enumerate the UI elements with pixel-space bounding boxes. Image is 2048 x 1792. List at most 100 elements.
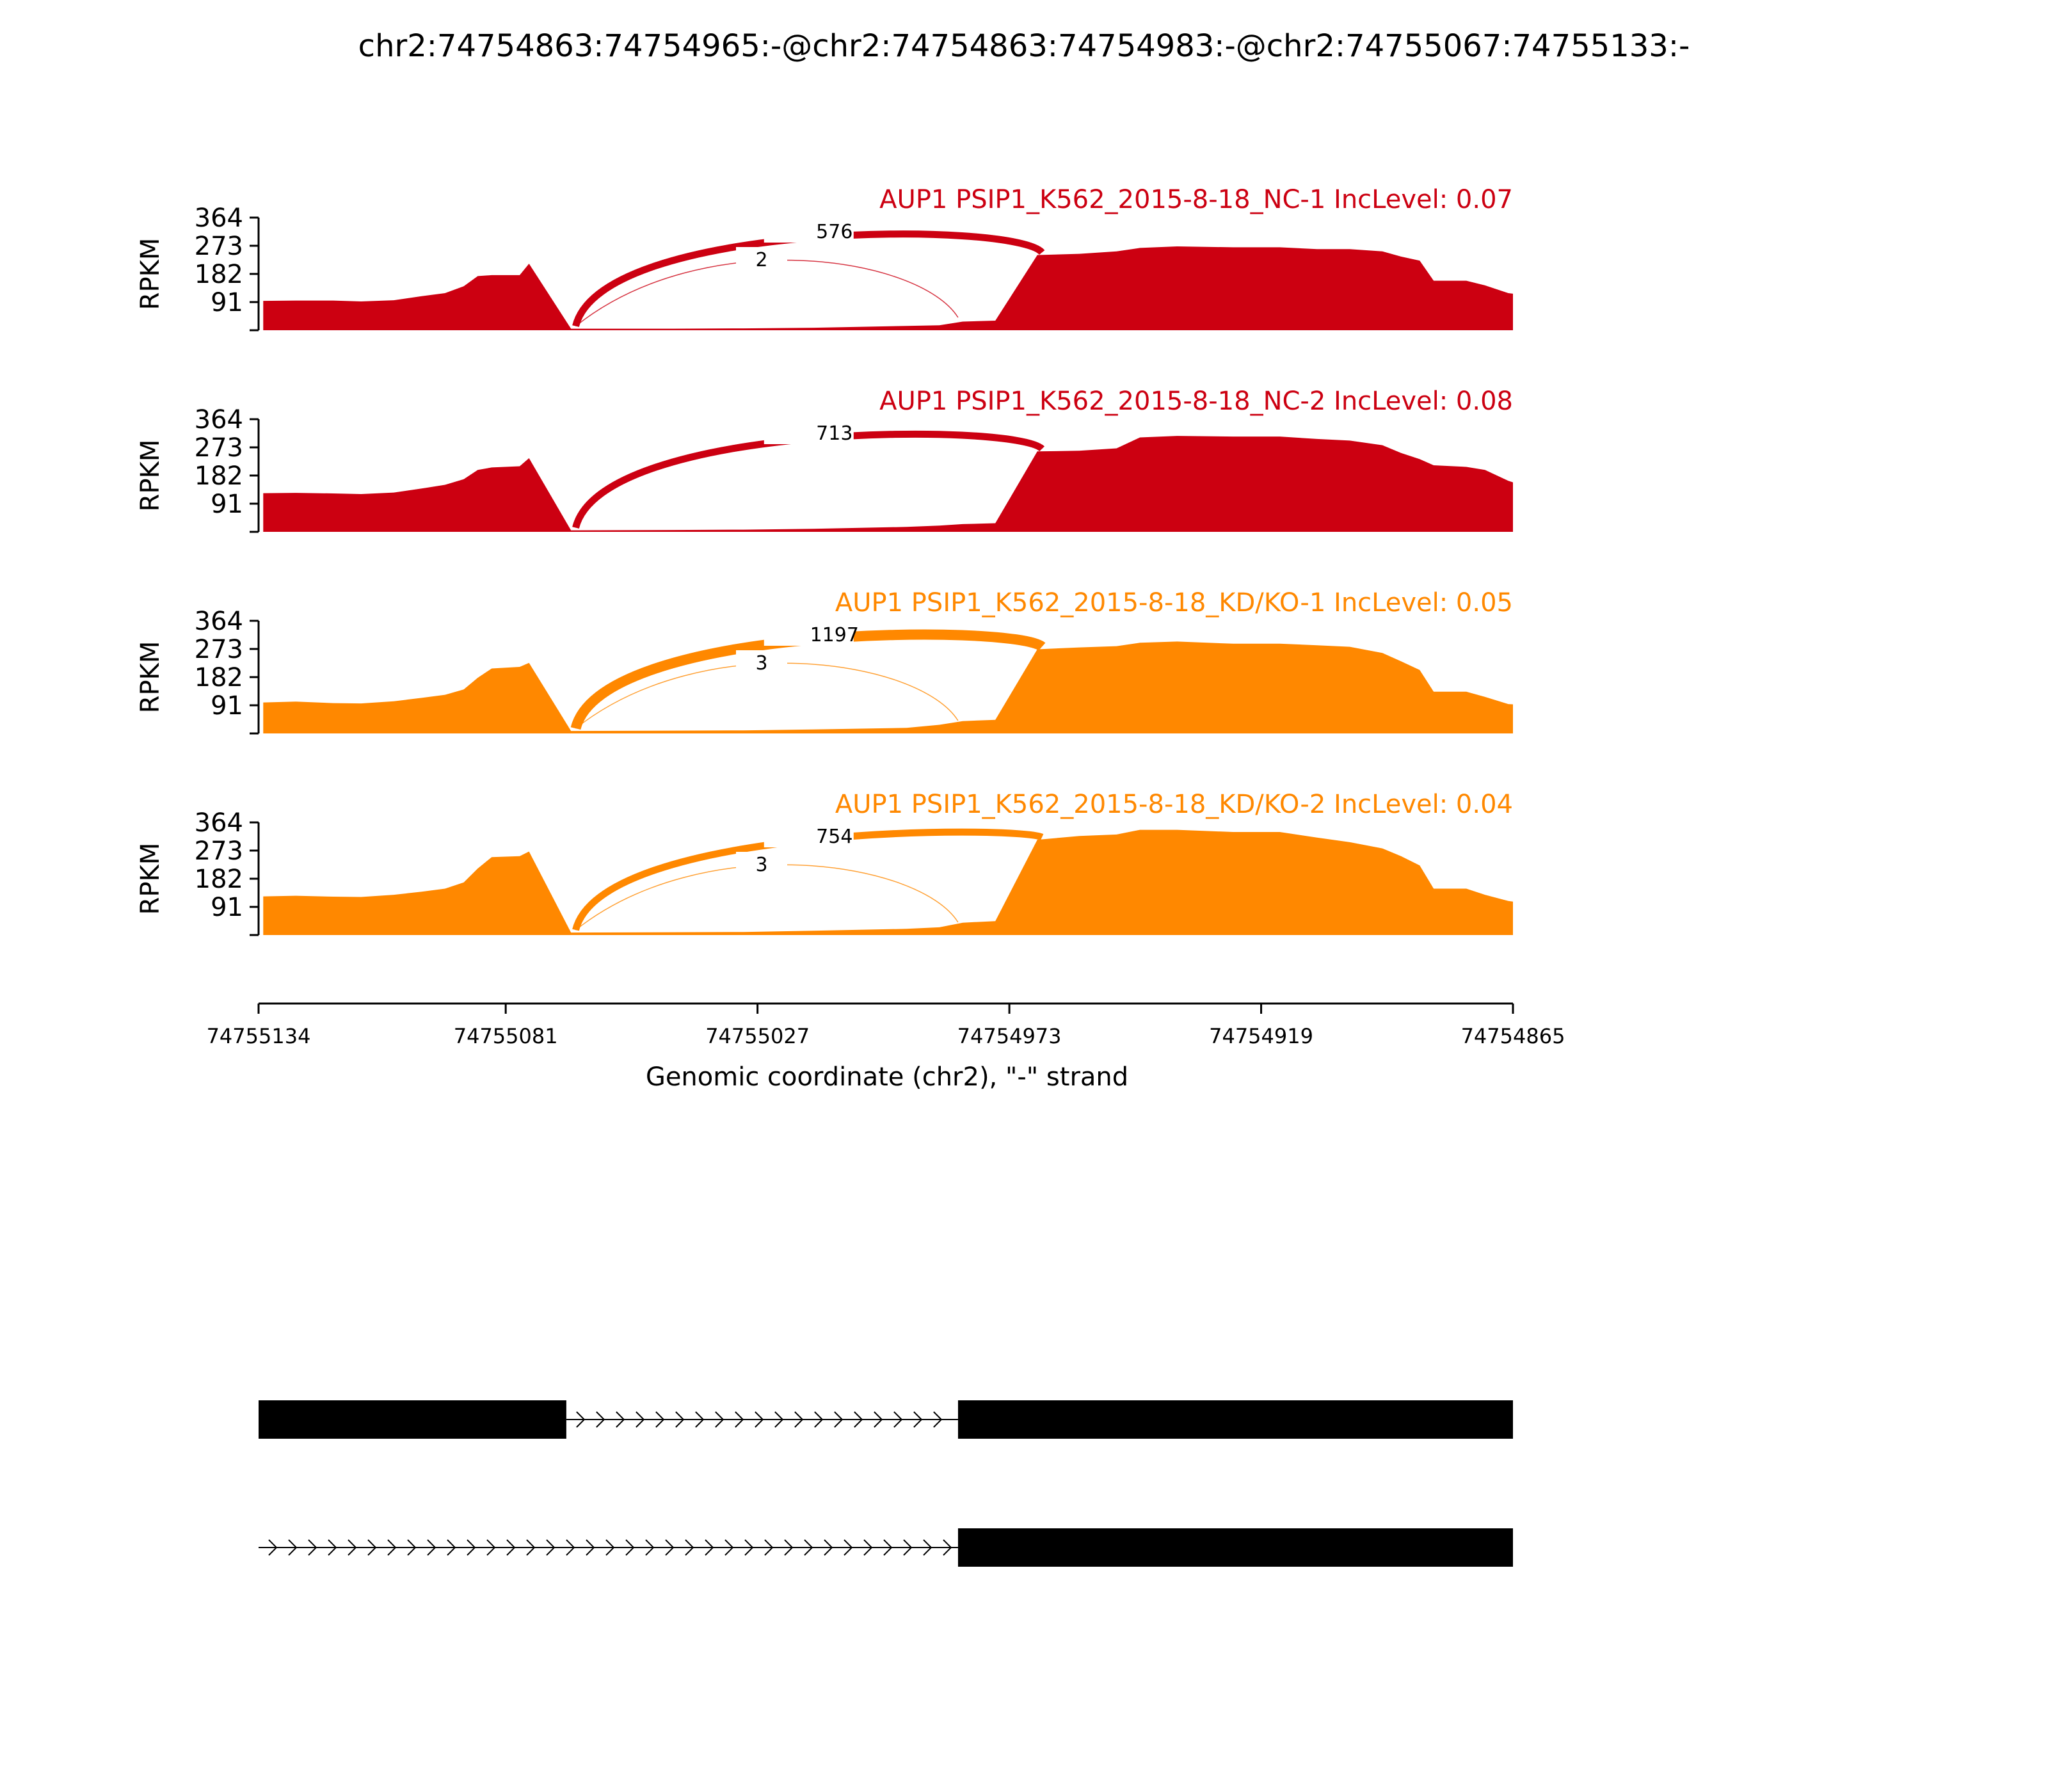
strand-arrow bbox=[804, 1539, 813, 1556]
strand-arrow bbox=[814, 1411, 824, 1428]
junction-count: 713 bbox=[816, 422, 852, 445]
y-tick-label: 182 bbox=[195, 663, 243, 692]
x-axis-label: Genomic coordinate (chr2), "-" strand bbox=[646, 1062, 1128, 1092]
strand-arrow bbox=[705, 1539, 714, 1556]
isoform-1 bbox=[259, 1400, 1513, 1439]
strand-arrow bbox=[893, 1411, 903, 1428]
junction-arc bbox=[575, 662, 959, 729]
strand-arrow bbox=[407, 1539, 417, 1556]
junction-arc bbox=[575, 259, 959, 327]
y-axis-label: RPKM bbox=[136, 641, 165, 714]
strand-arrow bbox=[844, 1539, 853, 1556]
y-tick-label: 91 bbox=[211, 893, 243, 922]
strand-arrow bbox=[596, 1411, 605, 1428]
strand-arrow bbox=[724, 1539, 734, 1556]
strand-arrow bbox=[764, 1539, 774, 1556]
strand-arrow bbox=[526, 1539, 536, 1556]
strand-arrow bbox=[913, 1411, 923, 1428]
strand-arrow bbox=[883, 1539, 893, 1556]
strand-arrow bbox=[874, 1411, 883, 1428]
y-tick-label: 273 bbox=[195, 635, 243, 664]
x-tick-label: 74755081 bbox=[454, 1024, 558, 1048]
strand-arrow bbox=[367, 1539, 377, 1556]
coverage-area bbox=[263, 641, 1513, 733]
track-label: AUP1 PSIP1_K562_2015-8-18_KD/KO-2 IncLev… bbox=[835, 790, 1513, 819]
junction-count-bg bbox=[764, 220, 854, 243]
strand-arrow bbox=[824, 1539, 833, 1556]
strand-arrow bbox=[636, 1411, 645, 1428]
y-axis-label: RPKM bbox=[136, 440, 165, 512]
junction-count-bg bbox=[736, 247, 787, 270]
plot-title: chr2:74754863:74754965:-@chr2:74754863:7… bbox=[358, 28, 1690, 64]
strand-arrow bbox=[616, 1411, 625, 1428]
junction-count: 3 bbox=[755, 854, 767, 876]
strand-arrow bbox=[328, 1539, 337, 1556]
exon-block bbox=[259, 1400, 566, 1439]
track-label: AUP1 PSIP1_K562_2015-8-18_NC-1 IncLevel:… bbox=[879, 185, 1513, 214]
y-tick-label: 273 bbox=[195, 836, 243, 866]
coverage-area bbox=[263, 829, 1513, 935]
x-tick-label: 74755027 bbox=[705, 1024, 810, 1048]
strand-arrow bbox=[566, 1539, 575, 1556]
strand-arrow bbox=[695, 1411, 705, 1428]
strand-arrow bbox=[268, 1539, 278, 1556]
strand-arrow bbox=[774, 1411, 784, 1428]
x-tick-label: 74755134 bbox=[207, 1024, 311, 1048]
y-tick-label: 364 bbox=[195, 204, 243, 233]
y-tick-label: 182 bbox=[195, 865, 243, 894]
junction-count-bg bbox=[736, 852, 787, 875]
strand-arrow bbox=[486, 1539, 496, 1556]
isoform-2 bbox=[259, 1528, 1513, 1567]
strand-arrow bbox=[586, 1539, 595, 1556]
y-tick-label: 91 bbox=[211, 691, 243, 721]
x-tick-label: 74754973 bbox=[957, 1024, 1062, 1048]
exon-block bbox=[957, 1400, 1513, 1439]
y-tick-label: 91 bbox=[211, 288, 243, 317]
junction-count-bg bbox=[764, 824, 854, 847]
strand-arrow bbox=[715, 1411, 724, 1428]
strand-arrow bbox=[655, 1411, 665, 1428]
strand-arrow bbox=[735, 1411, 744, 1428]
strand-arrow bbox=[923, 1539, 932, 1556]
strand-arrow bbox=[348, 1539, 357, 1556]
y-tick-label: 364 bbox=[195, 405, 243, 435]
junction-count: 754 bbox=[816, 826, 852, 848]
strand-arrow bbox=[506, 1539, 516, 1556]
junction-count-bg bbox=[736, 650, 787, 673]
strand-arrow bbox=[447, 1539, 456, 1556]
y-axis-label: RPKM bbox=[136, 238, 165, 310]
coverage-area bbox=[263, 436, 1513, 532]
junction-arc bbox=[572, 430, 1045, 529]
junction-arc bbox=[570, 629, 1046, 730]
track-label: AUP1 PSIP1_K562_2015-8-18_KD/KO-1 IncLev… bbox=[835, 588, 1513, 618]
strand-arrow bbox=[625, 1539, 635, 1556]
junction-count: 1197 bbox=[810, 624, 859, 646]
strand-arrow bbox=[933, 1411, 943, 1428]
junction-count-bg bbox=[764, 421, 854, 444]
strand-arrow bbox=[755, 1411, 764, 1428]
strand-arrow bbox=[744, 1539, 754, 1556]
strand-arrow bbox=[665, 1539, 675, 1556]
x-tick-label: 74754865 bbox=[1461, 1024, 1565, 1048]
y-tick-label: 273 bbox=[195, 433, 243, 463]
coverage-area bbox=[263, 246, 1513, 330]
strand-arrow bbox=[784, 1539, 794, 1556]
strand-arrow bbox=[467, 1539, 476, 1556]
y-tick-label: 91 bbox=[211, 490, 243, 519]
y-tick-label: 182 bbox=[195, 260, 243, 289]
strand-arrow bbox=[854, 1411, 863, 1428]
strand-arrow bbox=[794, 1411, 804, 1428]
strand-arrow bbox=[427, 1539, 436, 1556]
x-axis: 74755134 74755081 74755027 74754973 74754919… bbox=[207, 1002, 1565, 1048]
track-label: AUP1 PSIP1_K562_2015-8-18_NC-2 IncLevel:… bbox=[879, 387, 1513, 416]
junction-count: 2 bbox=[755, 249, 767, 271]
strand-arrow bbox=[645, 1539, 655, 1556]
strand-arrow bbox=[387, 1539, 397, 1556]
y-axis-label: RPKM bbox=[136, 843, 165, 915]
